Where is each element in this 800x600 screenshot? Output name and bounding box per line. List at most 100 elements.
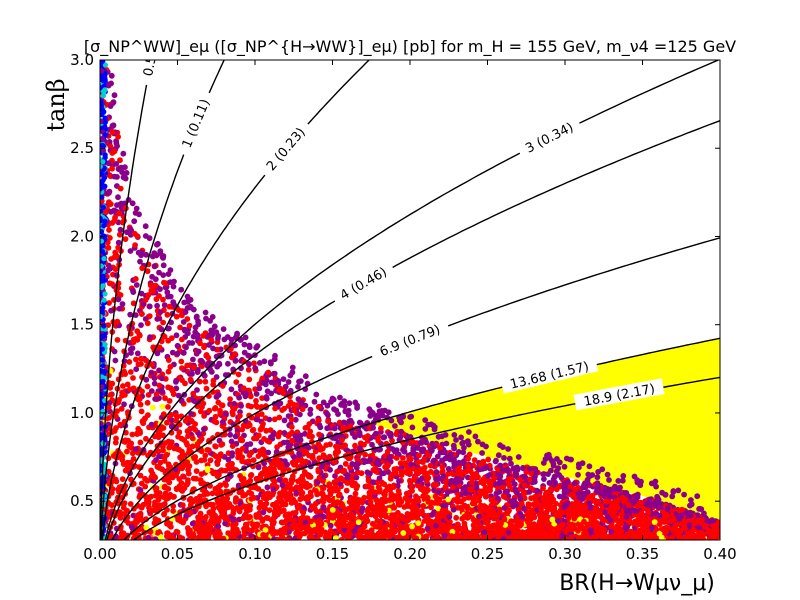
scatter-point: [454, 475, 461, 481]
scatter-point: [131, 505, 137, 512]
scatter-point: [230, 510, 237, 517]
scatter-point: [110, 122, 117, 129]
scatter-point: [143, 251, 150, 258]
scatter-point: [281, 405, 288, 412]
scatter-point: [213, 374, 220, 380]
scatter-point: [259, 518, 266, 524]
scatter-point: [465, 455, 471, 462]
scatter-point: [307, 483, 313, 489]
scatter-point: [568, 492, 575, 498]
scatter-point: [218, 442, 225, 448]
scatter-point: [127, 226, 134, 233]
scatter-point: [130, 339, 137, 346]
scatter-point: [106, 400, 113, 406]
scatter-point: [319, 490, 326, 497]
scatter-point: [164, 419, 170, 426]
scatter-point: [166, 479, 173, 486]
scatter-point: [120, 501, 127, 508]
scatter-point: [157, 459, 164, 466]
scatter-point: [440, 449, 447, 456]
scatter-point: [455, 470, 461, 477]
scatter-point: [260, 509, 267, 516]
scatter-point: [478, 507, 484, 514]
scatter-point: [210, 381, 217, 388]
scatter-point: [431, 487, 437, 493]
scatter-point: [425, 516, 431, 523]
scatter-point: [192, 454, 199, 460]
scatter-point: [562, 480, 569, 486]
scatter-point: [230, 516, 237, 523]
scatter-point: [417, 439, 424, 446]
scatter-point: [297, 496, 304, 503]
scatter-point: [228, 386, 235, 393]
scatter-point: [541, 471, 547, 477]
scatter-point: [445, 466, 452, 472]
chart-title: [σ_NP^WW]_eμ ([σ_NP^{H→WW}]_eμ) [pb] for…: [84, 37, 736, 57]
scatter-point: [572, 508, 579, 514]
scatter-point: [433, 469, 440, 475]
scatter-point: [285, 444, 292, 451]
scatter-point: [463, 468, 470, 475]
scatter-point: [306, 534, 313, 540]
scatter-point: [279, 533, 286, 540]
scatter-point: [233, 379, 240, 385]
scatter-point: [229, 450, 236, 456]
scatter-point: [581, 530, 587, 536]
scatter-point: [478, 502, 484, 509]
scatter-point: [108, 307, 114, 314]
scatter-point: [292, 416, 299, 423]
scatter-point: [341, 419, 347, 426]
scatter-point: [480, 480, 487, 487]
scatter-point: [232, 357, 239, 364]
scatter-point: [332, 513, 338, 519]
scatter-point: [118, 405, 125, 412]
scatter-point: [210, 345, 216, 352]
scatter-point: [378, 425, 384, 432]
scatter-point: [579, 534, 586, 540]
scatter-point: [230, 521, 237, 527]
scatter-point: [275, 536, 281, 540]
scatter-point: [686, 522, 693, 529]
scatter-point: [212, 405, 219, 411]
scatter-point: [520, 473, 527, 480]
scatter-point: [357, 440, 364, 447]
scatter-point: [405, 490, 412, 497]
scatter-point: [475, 474, 481, 480]
scatter-point: [420, 485, 426, 492]
scatter-point: [259, 446, 266, 453]
scatter-point: [269, 461, 275, 467]
scatter-point: [236, 508, 243, 515]
scatter-point: [266, 416, 273, 423]
scatter-point: [168, 411, 174, 418]
scatter-point: [138, 322, 144, 328]
scatter-point: [137, 258, 143, 265]
scatter-point: [307, 493, 313, 500]
scatter-point: [112, 214, 118, 221]
scatter-point: [526, 528, 533, 535]
scatter-point: [415, 459, 421, 466]
scatter-point: [116, 305, 123, 312]
scatter-point: [138, 408, 145, 415]
scatter-point: [212, 443, 219, 450]
scatter-point: [196, 534, 202, 540]
scatter-point: [352, 442, 358, 449]
scatter-point: [294, 457, 301, 464]
scatter-point: [147, 334, 153, 341]
scatter-point: [281, 417, 288, 424]
scatter-point: [215, 528, 222, 534]
scatter-point: [225, 360, 231, 367]
scatter-point: [448, 451, 454, 458]
scatter-point: [251, 435, 257, 442]
scatter-point: [608, 528, 615, 535]
scatter-point: [197, 510, 204, 517]
scatter-point: [642, 514, 648, 521]
scatter-point: [173, 528, 180, 535]
scatter-point: [151, 263, 158, 270]
scatter-point: [423, 439, 429, 446]
scatter-point: [373, 430, 379, 437]
scatter-point: [354, 524, 361, 530]
scatter-point: [159, 375, 165, 382]
scatter-point: [384, 485, 391, 491]
scatter-point: [116, 231, 123, 238]
scatter-point: [222, 520, 229, 527]
